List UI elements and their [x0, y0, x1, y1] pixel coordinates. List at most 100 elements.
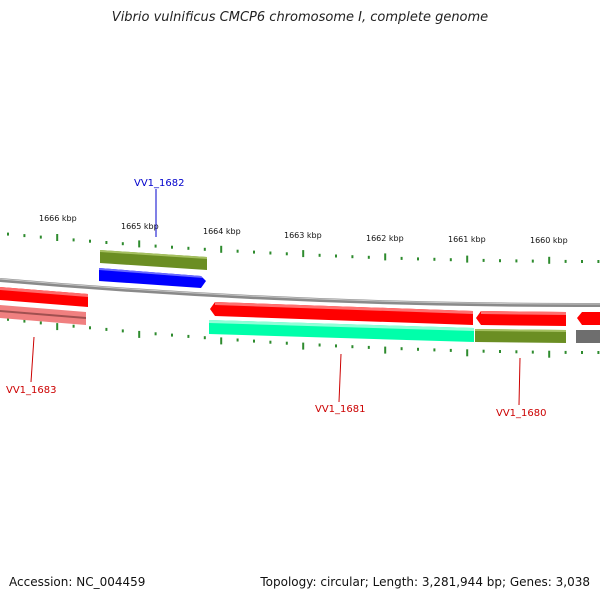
tick-label-1665: 1665 kbp — [121, 222, 159, 231]
lower-major-tick — [548, 350, 551, 358]
upper-minor-tick — [105, 241, 108, 244]
lower-minor-tick — [335, 344, 337, 348]
leader-vv1-1681 — [338, 353, 342, 403]
upper-minor-tick — [72, 238, 75, 242]
lower-major-tick — [220, 337, 223, 345]
lower-minor-tick — [515, 350, 518, 354]
lower-minor-tick — [318, 343, 321, 347]
gene-label-vv1-1682[interactable]: VV1_1682 — [134, 178, 185, 189]
gene-right-grey-block[interactable] — [576, 330, 600, 343]
upper-minor-tick — [253, 250, 255, 254]
lower-minor-tick — [433, 348, 436, 352]
upper-major-tick — [548, 256, 551, 264]
lower-minor-tick — [597, 351, 600, 354]
upper-minor-tick — [417, 257, 419, 261]
upper-minor-tick — [351, 255, 354, 259]
upper-minor-tick — [285, 252, 288, 256]
lower-minor-tick — [203, 336, 206, 340]
upper-tick-row — [7, 232, 600, 264]
upper-minor-tick — [7, 232, 9, 236]
genome-summary-text: Topology: circular; Length: 3,281,944 bp… — [260, 575, 590, 589]
upper-minor-tick — [581, 260, 583, 263]
lower-minor-tick — [367, 345, 370, 349]
upper-minor-tick — [236, 249, 239, 253]
upper-minor-tick — [597, 260, 600, 263]
upper-minor-tick — [269, 251, 272, 255]
upper-minor-tick — [171, 245, 173, 249]
upper-minor-tick — [482, 258, 485, 262]
upper-major-tick — [56, 234, 59, 241]
upper-minor-tick — [39, 235, 42, 239]
upper-major-tick — [220, 245, 223, 253]
lower-minor-tick — [417, 347, 419, 351]
gene-label-vv1-1683[interactable]: VV1_1683 — [6, 385, 57, 396]
lower-minor-tick — [7, 317, 9, 321]
lower-minor-tick — [581, 351, 583, 354]
lower-tick-row — [7, 317, 600, 358]
lower-minor-tick — [269, 340, 272, 344]
gene-vv1-1682-arrow[interactable] — [99, 268, 206, 288]
lower-minor-tick — [154, 332, 157, 336]
lower-minor-tick — [121, 329, 124, 333]
lower-major-tick — [466, 349, 469, 357]
upper-minor-tick — [121, 242, 124, 246]
lower-minor-tick — [531, 350, 534, 354]
upper-minor-tick — [23, 234, 26, 238]
lower-minor-tick — [285, 341, 288, 345]
gene-vv1-1681-feature[interactable] — [209, 320, 474, 342]
gene-vv1-1682-block[interactable] — [100, 250, 207, 270]
lower-minor-tick — [400, 347, 403, 351]
upper-minor-tick — [499, 259, 501, 263]
gene-right-arrow[interactable] — [577, 312, 600, 325]
lower-major-tick — [56, 323, 59, 331]
upper-major-tick — [138, 240, 141, 248]
lower-minor-tick — [482, 349, 485, 353]
gene-label-vv1-1680[interactable]: VV1_1680 — [496, 408, 547, 419]
upper-major-tick — [384, 253, 387, 261]
gene-vv1-1683-block[interactable] — [0, 287, 88, 307]
tick-label-1660: 1660 kbp — [530, 236, 568, 245]
gene-label-vv1-1681[interactable]: VV1_1681 — [315, 404, 366, 415]
accession-text: Accession: NC_004459 — [9, 575, 146, 589]
genome-backbone — [0, 278, 600, 308]
lower-minor-tick — [253, 339, 255, 343]
lower-minor-tick — [72, 324, 75, 328]
upper-major-tick — [302, 250, 305, 258]
lower-minor-tick — [187, 334, 190, 338]
leader-vv1-1680 — [518, 357, 521, 406]
gene-vv1-1681-arrow[interactable] — [210, 302, 473, 325]
upper-minor-tick — [187, 246, 190, 250]
tick-label-1666: 1666 kbp — [39, 214, 77, 223]
gene-vv1-1680-feature[interactable] — [475, 329, 566, 343]
tick-label-1663: 1663 kbp — [284, 231, 322, 240]
upper-minor-tick — [564, 259, 567, 263]
lower-major-tick — [384, 346, 387, 354]
lower-minor-tick — [236, 338, 239, 342]
lower-minor-tick — [499, 350, 501, 353]
upper-minor-tick — [449, 258, 452, 262]
lower-major-tick — [302, 342, 305, 350]
lower-minor-tick — [171, 333, 173, 337]
upper-minor-tick — [154, 244, 157, 248]
upper-minor-tick — [335, 254, 337, 258]
upper-minor-tick — [433, 257, 436, 261]
upper-minor-tick — [367, 255, 370, 259]
upper-major-tick — [466, 255, 469, 263]
map-title: Vibrio vulnificus CMCP6 chromosome I, co… — [111, 10, 489, 25]
upper-minor-tick — [531, 259, 534, 263]
leader-vv1-1683 — [30, 336, 35, 383]
lower-minor-tick — [89, 326, 91, 330]
lower-minor-tick — [564, 350, 567, 354]
upper-minor-tick — [515, 259, 518, 263]
lower-minor-tick — [39, 321, 42, 325]
tick-label-1661: 1661 kbp — [448, 235, 486, 244]
lower-major-tick — [138, 330, 141, 338]
lower-minor-tick — [105, 327, 108, 331]
tick-label-1664: 1664 kbp — [203, 227, 241, 236]
tick-label-1662: 1662 kbp — [366, 234, 404, 243]
lower-minor-tick — [23, 319, 26, 323]
upper-minor-tick — [318, 253, 321, 257]
upper-minor-tick — [89, 239, 91, 243]
gene-vv1-1680-arrow[interactable] — [476, 311, 566, 326]
